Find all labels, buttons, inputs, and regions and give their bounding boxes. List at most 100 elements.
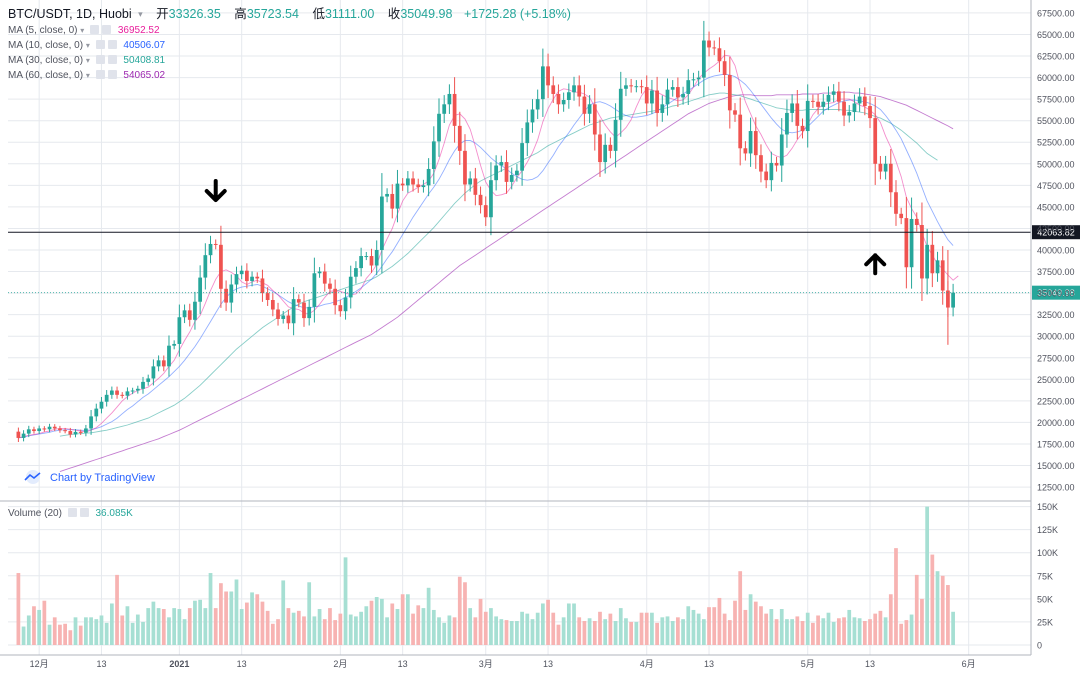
volume-tick-label: 150K [1037, 502, 1058, 512]
eye-icon[interactable] [95, 55, 105, 64]
volume-bar [37, 609, 42, 645]
candle-body [790, 103, 794, 113]
volume-bar [146, 608, 151, 645]
candle-body [426, 168, 431, 186]
volume-bar [753, 601, 758, 645]
candle-body [525, 122, 530, 144]
candle-body [572, 85, 576, 93]
chevron-down-icon[interactable]: ▾ [85, 71, 90, 80]
volume-bar [556, 624, 561, 645]
volume-bar [582, 621, 587, 645]
volume-bar [193, 600, 197, 645]
volume-legend[interactable]: Volume (20) 36.085K [8, 507, 133, 521]
eye-icon[interactable] [67, 508, 77, 517]
volume-bar [618, 608, 623, 645]
candle-body [255, 276, 260, 279]
volume-bar [862, 621, 867, 645]
candle-body [400, 183, 405, 186]
candle-body [296, 299, 301, 303]
candle-body [286, 315, 291, 324]
candle-body [598, 134, 602, 163]
price-tick-label: 57500.00 [1037, 95, 1075, 105]
volume-bar [68, 630, 73, 645]
volume-bar [572, 603, 576, 645]
candle-body [546, 66, 550, 86]
moving-average-lines [18, 54, 959, 473]
indicator-legend-ma5[interactable]: MA (5, close, 0) ▾ 36952.52 [8, 24, 160, 38]
price-tick-label: 52500.00 [1037, 138, 1075, 148]
chevron-down-icon[interactable]: ▾ [85, 41, 90, 50]
candle-body [883, 163, 888, 172]
candle-body [457, 125, 462, 151]
candle-body [115, 390, 119, 395]
eye-icon[interactable] [95, 70, 105, 79]
candle-body [322, 271, 327, 284]
volume-bar [899, 623, 904, 645]
volume-bar [655, 622, 659, 645]
volume-bar [395, 609, 400, 645]
candle-body [16, 431, 21, 438]
close-icon[interactable] [102, 25, 112, 34]
indicator-legend-ma10[interactable]: MA (10, close, 0) ▾ 40506.07 [8, 39, 165, 53]
candle-body [805, 100, 810, 132]
volume-bar [343, 557, 348, 645]
eye-icon[interactable] [90, 25, 100, 34]
candle-body [681, 93, 685, 98]
volume-bar [120, 615, 125, 645]
candle-body [940, 260, 945, 291]
candle-body [515, 170, 519, 175]
candle-body [530, 109, 535, 123]
candle-body [717, 48, 722, 62]
time-tick-label: 13 [865, 659, 875, 669]
open-label: 开 [156, 7, 169, 21]
tradingview-brand[interactable]: Chart by TradingView [22, 470, 155, 487]
volume-bar [790, 619, 794, 645]
close-icon[interactable] [107, 55, 117, 64]
candle-body [774, 162, 779, 166]
time-tick-label: 6月 [962, 659, 976, 669]
volume-bar [946, 585, 950, 645]
chevron-down-icon[interactable]: ▾ [85, 56, 90, 65]
candle-body [151, 366, 156, 379]
horizontal-line-group[interactable]: 42063.82 35049.98 [8, 225, 1080, 300]
volume-bar [245, 602, 249, 645]
volume-bar [416, 605, 421, 645]
candle-body [707, 40, 711, 48]
volume-bar [920, 598, 924, 645]
close-icon[interactable] [107, 70, 117, 79]
candle-body [644, 87, 649, 104]
candle-body [52, 426, 57, 429]
symbol-settings-icon[interactable]: ▾ [138, 9, 143, 19]
volume-bar [229, 591, 234, 645]
indicator-legend-ma30[interactable]: MA (30, close, 0) ▾ 50408.81 [8, 54, 165, 68]
candle-body [270, 300, 275, 310]
volume-bar [359, 611, 363, 645]
volume-bar [167, 617, 171, 645]
candle-body [676, 87, 680, 98]
close-icon[interactable] [79, 508, 89, 517]
volume-bar [816, 615, 820, 645]
indicator-value: 54065.02 [123, 70, 166, 81]
volume-bar [286, 608, 291, 645]
volume-bar [629, 621, 634, 645]
symbol-title[interactable]: BTC/USDT, 1D, Huobi [8, 7, 132, 21]
candle-body [89, 416, 93, 429]
eye-icon[interactable] [95, 40, 105, 49]
candle-body [452, 93, 457, 126]
candle-body [483, 205, 488, 218]
volume-bar [478, 598, 483, 645]
volume-bar [156, 608, 161, 645]
candle-body [78, 431, 83, 433]
volume-bar [717, 597, 722, 645]
chevron-down-icon[interactable]: ▾ [80, 26, 85, 35]
close-icon[interactable] [107, 40, 117, 49]
volume-bar [613, 621, 618, 645]
candle-body [504, 162, 509, 182]
candle-body [670, 87, 675, 90]
price-tick-label: 35000.00 [1037, 289, 1075, 299]
volume-bar [525, 613, 530, 645]
indicator-legend-ma60[interactable]: MA (60, close, 0) ▾ 54065.02 [8, 69, 165, 83]
annotations[interactable] [204, 179, 887, 276]
candle-body [888, 163, 893, 193]
